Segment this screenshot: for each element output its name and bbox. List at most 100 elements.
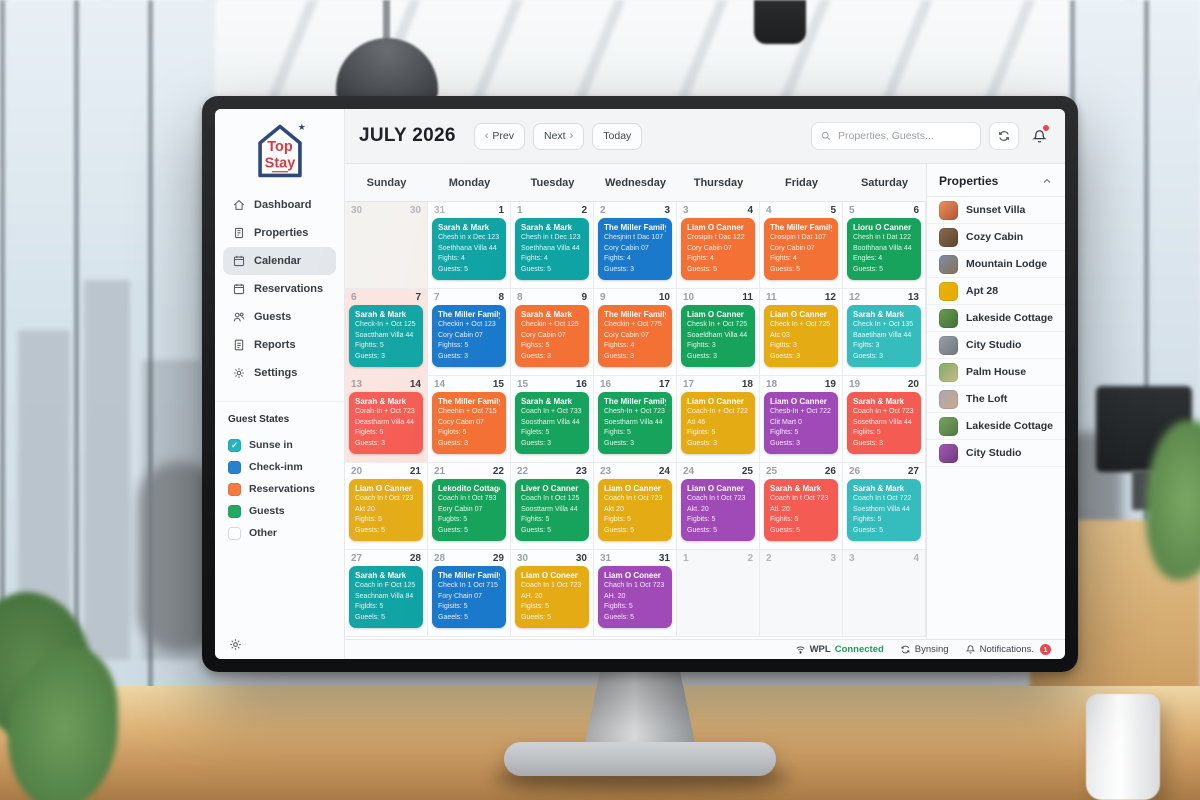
gear-icon[interactable]	[228, 637, 243, 652]
property-item-city-studio[interactable]: City Studio	[927, 332, 1065, 359]
refresh-button[interactable]	[989, 122, 1019, 150]
calendar-cell[interactable]: 7 8 The Miller Family Checkin + Oct 123 Cory…	[428, 289, 511, 376]
reservation-card[interactable]: Liam O Canner Coach-In + Oct 722 Att 46 Fig…	[681, 392, 755, 454]
sidebar-item-guests[interactable]: Guests	[223, 303, 336, 331]
property-item-lakeside-cottage[interactable]: Lakeside Cottage	[927, 305, 1065, 332]
property-item-mountain-lodge[interactable]: Mountain Lodge	[927, 251, 1065, 278]
calendar-cell[interactable]: 13 14 Sarah & Mark Corah-In + Oct 723 Deasth…	[345, 376, 428, 463]
chevron-up-icon[interactable]	[1041, 175, 1053, 187]
reservation-card[interactable]: Sarah & Mark Coach in F Oct 125 Seachnam V…	[349, 566, 423, 628]
calendar-cell[interactable]: 11 12 Liam O Canner Check In + Oct 725 Atc 0…	[760, 289, 843, 376]
reservation-card[interactable]: Sarah & Mark Coach In + Oct 733 Soostharm …	[515, 392, 589, 454]
calendar-cell[interactable]: 3 4 Liam O Canner Crosipin t Dac 122 Cory Ca…	[677, 202, 760, 289]
reservation-card[interactable]: The Miller Family Check In 1 Oct 715 Fory …	[432, 566, 506, 628]
search-input[interactable]	[838, 130, 972, 142]
guest-state-check-inm[interactable]: Check-inm	[228, 456, 331, 478]
sidebar-item-reservations[interactable]: Reservations	[223, 275, 336, 303]
property-item-palm-house[interactable]: Palm House	[927, 359, 1065, 386]
reservation-card[interactable]: Liam O Canner Check In + Oct 725 Atc 03 Fig…	[764, 305, 838, 367]
reservation-card[interactable]: The Miller Family Chesjnin t Dac 107 Cory …	[598, 218, 672, 280]
calendar-cell[interactable]: 16 17 The Miller Family Chesh-In + Oct 723 S…	[594, 376, 677, 463]
calendar-cell[interactable]: 20 21 Liam O Canner Coach In t Oct 723 Akt 2…	[345, 463, 428, 550]
property-item-sunset-villa[interactable]: Sunset Villa	[927, 197, 1065, 224]
reservation-card[interactable]: Sarah & Mark Coach In t Oct 722 Soesthorn …	[847, 479, 921, 541]
calendar-cell[interactable]: 15 16 Sarah & Mark Coach In + Oct 733 Soosth…	[511, 376, 594, 463]
reservation-card[interactable]: Sarah & Mark Check In + Oct 135 Baaetiham …	[847, 305, 921, 367]
notifications-status[interactable]: Notifications. 1	[965, 644, 1051, 655]
reservation-card[interactable]: Liver O Canner Coach In t Oct 125 Soosttar…	[515, 479, 589, 541]
checkbox-icon[interactable]	[228, 526, 241, 540]
reservation-card[interactable]: Sarah & Mark Checkin + Oct 125 Cory Cabin …	[515, 305, 589, 367]
calendar-cell[interactable]: 19 20 Sarah & Mark Coach In + Oct 723 Soseth…	[843, 376, 926, 463]
calendar-cell[interactable]: 6 7 Sarah & Mark Check-In + Oct 125 Soacttha…	[345, 289, 428, 376]
calendar-cell[interactable]: 31 31 Liam O Coneer Chach In 1 Oct 723 AH. 2…	[594, 550, 677, 637]
property-item-lakeside-cottage[interactable]: Lakeside Cottage	[927, 413, 1065, 440]
reservation-card[interactable]: The Miller Family Cheehin + Oct 715 Cocy C…	[432, 392, 506, 454]
calendar-cell[interactable]: 21 22 Lekodito Cottage Coach In t Oct 793 Eo…	[428, 463, 511, 550]
property-item-cozy-cabin[interactable]: Cozy Cabin	[927, 224, 1065, 251]
sidebar-item-reports[interactable]: Reports	[223, 331, 336, 359]
reservation-card[interactable]: Sarah & Mark Coach In + Oct 723 Sosetharm …	[847, 392, 921, 454]
calendar-cell[interactable]: 2 3 The Miller Family Chesjnin t Dac 107 Cor…	[594, 202, 677, 289]
reservation-card[interactable]: Liam O Canner Coach In t Oct 723 Akt 20 Fig…	[598, 479, 672, 541]
sidebar-item-calendar[interactable]: Calendar	[223, 247, 336, 275]
reservation-card[interactable]: The Miller Family Checkin + Oct 123 Cory C…	[432, 305, 506, 367]
reservation-card[interactable]: Liam O Coneer Coach In 1 Oct 723 AH. 20 Fig…	[515, 566, 589, 628]
calendar-cell[interactable]: 30 30 Liam O Coneer Coach In 1 Oct 723 AH. 2…	[511, 550, 594, 637]
reservation-card[interactable]: Sarah & Mark Check-In + Oct 125 Soacttham …	[349, 305, 423, 367]
calendar-cell[interactable]: 12 13 Sarah & Mark Check In + Oct 135 Baaeti…	[843, 289, 926, 376]
guest-state-other[interactable]: Other	[228, 522, 331, 544]
reservation-card[interactable]: Sarah & Mark Chesh in x Dec 123 Soethhana …	[432, 218, 506, 280]
checkbox-icon[interactable]	[228, 482, 241, 496]
guest-state-reservations[interactable]: Reservations	[228, 478, 331, 500]
property-item-apt-28[interactable]: Apt 28	[927, 278, 1065, 305]
prev-button[interactable]: ‹ Prev	[473, 122, 525, 150]
reservation-card[interactable]: Liam O Canner Coach In t Oct 723 Akt. 20 Fi…	[681, 479, 755, 541]
checkbox-icon[interactable]	[228, 504, 241, 518]
sidebar-item-settings[interactable]: Settings	[223, 359, 336, 387]
reservation-card[interactable]: Liam O Canner Coach In t Oct 723 Akt 20 Fig…	[349, 479, 423, 541]
calendar-cell[interactable]: 23 24 Liam O Canner Coach In t Oct 723 Akt 2…	[594, 463, 677, 550]
reservation-card[interactable]: Sarah & Mark Chesh in t Dec 123 Soethhana …	[515, 218, 589, 280]
reservation-card[interactable]: Liam O Canner Crosipin t Dac 122 Cory Cabi…	[681, 218, 755, 280]
calendar-cell[interactable]: 30 30	[345, 202, 428, 289]
calendar-cell[interactable]: 25 26 Sarah & Mark Coach In t Oct 723 Atl. 2…	[760, 463, 843, 550]
checkbox-icon[interactable]	[228, 460, 241, 474]
reservation-card[interactable]: Lioru O Canner Chesh in t Dat 122 Boothhan…	[847, 218, 921, 280]
guest-state-guests[interactable]: Guests	[228, 500, 331, 522]
calendar-cell[interactable]: 10 11 Liam O Canner Chesk In + Oct 725 Soael…	[677, 289, 760, 376]
checkbox-icon[interactable]: ✓	[228, 438, 241, 452]
calendar-cell[interactable]: 27 28 Sarah & Mark Coach in F Oct 125 Seachn…	[345, 550, 428, 637]
reservation-card[interactable]: The Miller Family Crosipin t Dat 107 Cory …	[764, 218, 838, 280]
sidebar-item-dashboard[interactable]: Dashboard	[223, 191, 336, 219]
calendar-cell[interactable]: 28 29 The Miller Family Check In 1 Oct 715 F…	[428, 550, 511, 637]
calendar-cell[interactable]: 17 18 Liam O Canner Coach-In + Oct 722 Att 4…	[677, 376, 760, 463]
notifications-bell[interactable]	[1027, 122, 1051, 150]
reservation-card[interactable]: Liam O Canner Chesb-In + Oct 722 Clit Mart…	[764, 392, 838, 454]
calendar-cell[interactable]: 4 5 The Miller Family Crosipin t Dat 107 Cor…	[760, 202, 843, 289]
property-item-the-loft[interactable]: The Loft	[927, 386, 1065, 413]
sync-status[interactable]: Bynsing	[900, 644, 949, 655]
calendar-cell[interactable]: 22 23 Liver O Canner Coach In t Oct 125 Soos…	[511, 463, 594, 550]
reservation-card[interactable]: Sarah & Mark Coach In t Oct 723 Atl. 20 Fig…	[764, 479, 838, 541]
calendar-cell[interactable]: 24 25 Liam O Canner Coach In t Oct 723 Akt. …	[677, 463, 760, 550]
sidebar-item-properties[interactable]: Properties	[223, 219, 336, 247]
reservation-card[interactable]: The Miller Family Chesh-In + Oct 723 Soest…	[598, 392, 672, 454]
calendar-cell[interactable]: 9 10 The Miller Family Checkin + Oct 775 Cor…	[594, 289, 677, 376]
calendar-cell[interactable]: 5 6 Lioru O Canner Chesh in t Dat 122 Boothh…	[843, 202, 926, 289]
guest-state-sunse-in[interactable]: ✓ Sunse in	[228, 434, 331, 456]
next-button[interactable]: Next ›	[533, 122, 585, 150]
calendar-cell[interactable]: 1 2 Sarah & Mark Chesh in t Dec 123 Soethhan…	[511, 202, 594, 289]
calendar-cell[interactable]: 31 1 Sarah & Mark Chesh in x Dec 123 Soethha…	[428, 202, 511, 289]
reservation-card[interactable]: Liam O Coneer Chach In 1 Oct 723 AH. 20 Fig…	[598, 566, 672, 628]
reservation-card[interactable]: Liam O Canner Chesk In + Oct 725 Soaeldham…	[681, 305, 755, 367]
property-item-city-studio[interactable]: City Studio	[927, 440, 1065, 467]
calendar-cell[interactable]: 8 9 Sarah & Mark Checkin + Oct 125 Cory Cabi…	[511, 289, 594, 376]
reservation-card[interactable]: The Miller Family Checkin + Oct 775 Cory C…	[598, 305, 672, 367]
reservation-card[interactable]: Lekodito Cottage Coach In t Oct 793 Eory C…	[432, 479, 506, 541]
calendar-cell[interactable]: 14 15 The Miller Family Cheehin + Oct 715 Co…	[428, 376, 511, 463]
today-button[interactable]: Today	[592, 122, 643, 150]
